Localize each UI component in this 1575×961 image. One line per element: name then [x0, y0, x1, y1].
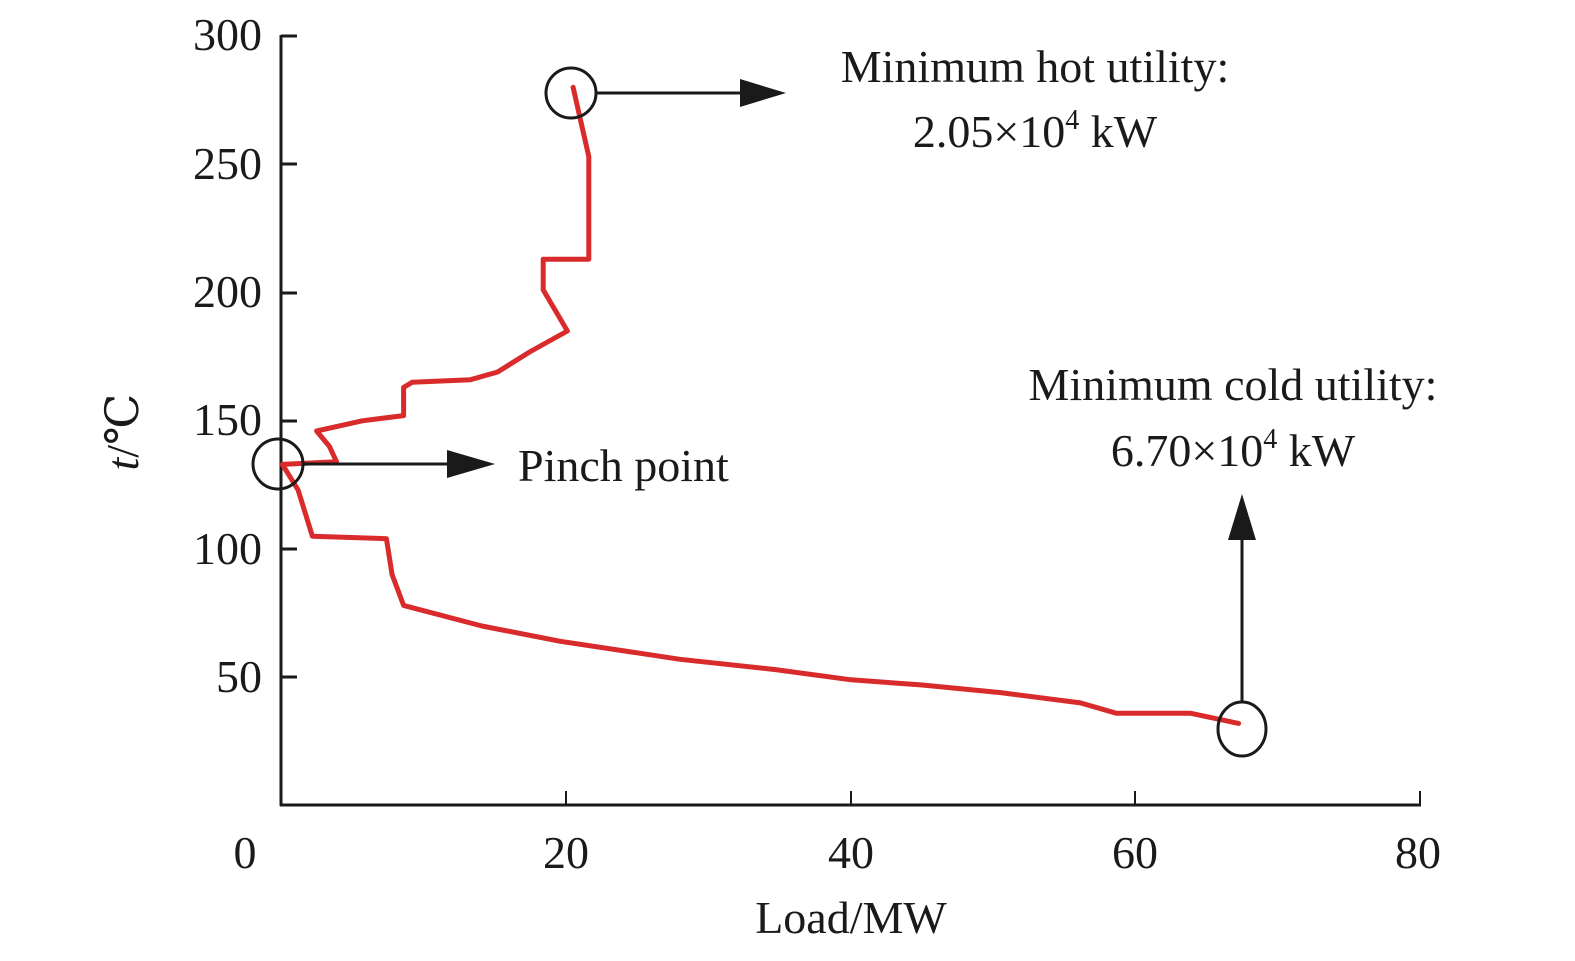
y-axis-title-unit: /℃	[97, 393, 148, 457]
y-axis-title-variable: t	[97, 457, 148, 471]
x-tick-label-0: 0	[234, 827, 257, 878]
y-tick-label-150: 150	[193, 394, 262, 445]
cold-utility-annotation: Minimum cold utility: 6.70×104 kW	[1029, 359, 1438, 758]
pinch-point-annotation: Pinch point	[251, 437, 729, 491]
x-tick-label-80: 80	[1395, 827, 1441, 878]
pinch-point-label: Pinch point	[518, 440, 729, 491]
x-axis-title: Load/MW	[755, 892, 947, 943]
y-tick-labels: 300 250 200 150 100 50	[193, 9, 262, 702]
cold-utility-value: 6.70×104 kW	[1111, 424, 1356, 476]
svg-text:t/℃: t/℃	[97, 393, 148, 470]
hot-utility-annotation: Minimum hot utility: 2.05×104 kW	[544, 41, 1229, 157]
cold-utility-arrowhead-icon	[1228, 494, 1256, 540]
y-tick-label-100: 100	[193, 523, 262, 574]
y-tick-label-200: 200	[193, 266, 262, 317]
x-tick-label-40: 40	[828, 827, 874, 878]
pinch-arrowhead-icon	[447, 450, 495, 478]
y-tick-label-300: 300	[193, 9, 262, 60]
y-tick-label-50: 50	[216, 651, 262, 702]
cold-utility-label: Minimum cold utility:	[1029, 359, 1438, 410]
hot-utility-label: Minimum hot utility:	[841, 41, 1229, 92]
x-tick-label-20: 20	[543, 827, 589, 878]
axes	[279, 34, 1421, 807]
hot-utility-arrowhead-icon	[740, 79, 786, 107]
y-tick-label-250: 250	[193, 138, 262, 189]
hot-utility-value: 2.05×104 kW	[913, 105, 1158, 157]
x-tick-labels: 0 20 40 60 80	[234, 827, 1442, 878]
cold-utility-marker-circle	[1216, 700, 1268, 758]
hot-utility-marker-circle	[544, 66, 598, 120]
y-axis-title: t/℃	[97, 393, 148, 470]
x-tick-label-60: 60	[1112, 827, 1158, 878]
